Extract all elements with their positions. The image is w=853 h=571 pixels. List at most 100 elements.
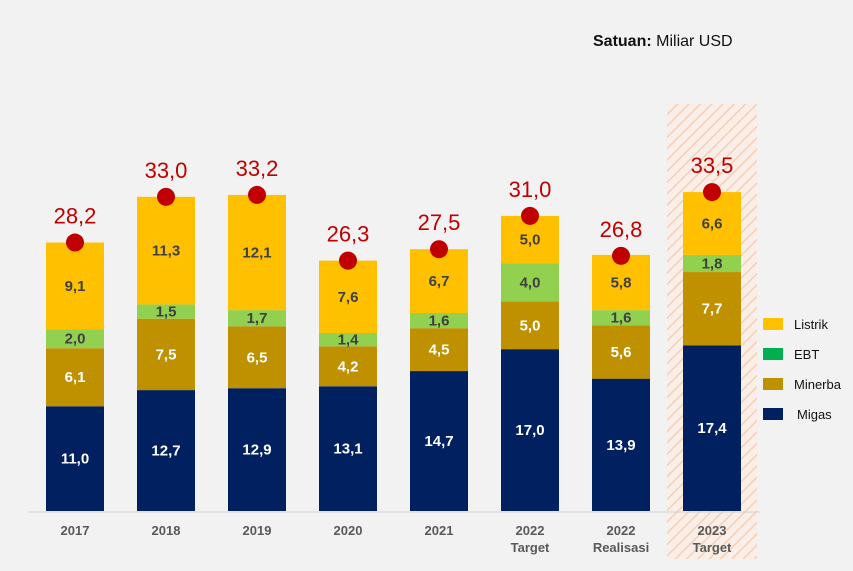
data-label-ebt: 1,7 bbox=[247, 310, 268, 327]
data-label-listrik: 12,1 bbox=[242, 245, 271, 262]
data-label-listrik: 6,6 bbox=[702, 215, 723, 232]
bar-ebt bbox=[319, 332, 377, 347]
data-label-ebt: 1,6 bbox=[611, 310, 632, 327]
bar-minerba bbox=[501, 301, 559, 350]
bar-minerba bbox=[137, 318, 195, 391]
data-label-migas: 11,0 bbox=[61, 451, 89, 468]
unit-note: Satuan: Miliar USD bbox=[593, 33, 733, 51]
data-label-minerba: 6,1 bbox=[65, 369, 86, 386]
total-label: 28,2 bbox=[54, 204, 97, 229]
bar-migas bbox=[592, 378, 650, 511]
bar-listrik bbox=[46, 242, 104, 330]
bar-migas bbox=[683, 345, 741, 511]
data-label-listrik: 9,1 bbox=[65, 278, 86, 295]
total-marker bbox=[339, 251, 357, 270]
data-label-listrik: 6,7 bbox=[429, 273, 450, 290]
data-label-listrik: 7,6 bbox=[338, 289, 359, 306]
bar-migas bbox=[228, 388, 286, 511]
legend-label-minerba: Minerba bbox=[794, 377, 842, 392]
bar-ebt bbox=[501, 263, 559, 302]
data-label-ebt: 1,5 bbox=[156, 304, 177, 321]
bar-listrik bbox=[683, 192, 741, 255]
bar-ebt bbox=[228, 310, 286, 327]
data-label-migas: 12,7 bbox=[151, 443, 180, 460]
x-tick-label: 2021 bbox=[425, 523, 454, 538]
x-tick-label: Target bbox=[693, 540, 732, 555]
data-label-migas: 13,9 bbox=[606, 437, 635, 454]
bar-minerba bbox=[592, 325, 650, 379]
data-label-ebt: 2,0 bbox=[65, 331, 86, 348]
data-label-ebt: 4,0 bbox=[520, 275, 541, 292]
data-label-minerba: 4,5 bbox=[429, 342, 450, 359]
bar-minerba bbox=[228, 326, 286, 389]
x-tick-label: Realisasi bbox=[593, 540, 649, 555]
data-label-listrik: 5,8 bbox=[611, 275, 632, 292]
data-label-listrik: 5,0 bbox=[520, 232, 541, 249]
bar-minerba bbox=[683, 272, 741, 346]
legend-label-listrik: Listrik bbox=[794, 317, 828, 332]
data-label-migas: 13,1 bbox=[333, 441, 362, 458]
data-label-migas: 17,4 bbox=[697, 420, 727, 437]
total-marker bbox=[430, 240, 448, 259]
total-marker bbox=[612, 246, 630, 265]
bar-minerba bbox=[46, 348, 104, 407]
total-label: 31,0 bbox=[509, 177, 552, 202]
data-label-listrik: 11,3 bbox=[152, 243, 180, 260]
bar-listrik bbox=[137, 196, 195, 305]
unit-label: Satuan: bbox=[593, 33, 652, 50]
total-label: 26,3 bbox=[327, 222, 370, 247]
data-label-minerba: 6,5 bbox=[247, 349, 268, 366]
bar-migas bbox=[46, 406, 104, 511]
data-label-minerba: 5,6 bbox=[611, 344, 632, 361]
total-marker bbox=[157, 187, 175, 206]
bar-listrik bbox=[410, 249, 468, 313]
bar-migas bbox=[410, 371, 468, 511]
data-label-minerba: 4,2 bbox=[338, 358, 359, 375]
x-tick-label: Target bbox=[511, 540, 550, 555]
bar-migas bbox=[319, 386, 377, 511]
bar-ebt bbox=[410, 312, 468, 329]
legend-label-ebt: EBT bbox=[794, 347, 819, 362]
total-label: 26,8 bbox=[600, 217, 643, 242]
x-tick-label: 2019 bbox=[243, 523, 272, 538]
bar-ebt bbox=[137, 304, 195, 319]
bar-listrik bbox=[228, 194, 286, 311]
bar-ebt bbox=[592, 310, 650, 326]
legend-swatch-migas bbox=[763, 408, 783, 420]
legend-swatch-listrik bbox=[763, 318, 783, 330]
data-label-minerba: 5,0 bbox=[520, 317, 541, 334]
total-marker bbox=[248, 185, 266, 204]
data-label-migas: 17,0 bbox=[515, 422, 544, 439]
data-label-ebt: 1,8 bbox=[702, 255, 723, 272]
data-label-migas: 14,7 bbox=[424, 433, 453, 450]
data-label-minerba: 7,5 bbox=[156, 346, 177, 363]
bar-ebt bbox=[46, 329, 104, 349]
legend-label-migas: Migas bbox=[797, 407, 832, 422]
data-label-minerba: 7,7 bbox=[702, 301, 723, 318]
total-marker bbox=[703, 183, 721, 202]
total-label: 27,5 bbox=[418, 210, 461, 235]
bar-migas bbox=[137, 390, 195, 511]
bar-migas bbox=[501, 349, 559, 511]
bar-minerba bbox=[410, 328, 468, 372]
data-label-migas: 12,9 bbox=[242, 442, 271, 459]
data-label-ebt: 1,4 bbox=[338, 332, 360, 349]
unit-value: Miliar USD bbox=[656, 33, 733, 50]
data-label-ebt: 1,6 bbox=[429, 313, 450, 330]
total-label: 33,0 bbox=[145, 158, 188, 183]
x-tick-label: 2018 bbox=[152, 523, 181, 538]
x-tick-label: 2023 bbox=[698, 523, 727, 538]
bar-minerba bbox=[319, 346, 377, 387]
x-tick-label: 2017 bbox=[61, 523, 90, 538]
legend-swatch-ebt bbox=[763, 348, 783, 360]
bar-listrik bbox=[319, 260, 377, 333]
legend-swatch-minerba bbox=[763, 378, 783, 390]
x-tick-label: 2022 bbox=[516, 523, 545, 538]
total-label: 33,5 bbox=[691, 153, 734, 178]
x-tick-label: 2022 bbox=[607, 523, 636, 538]
total-marker bbox=[521, 206, 539, 225]
x-tick-label: 2020 bbox=[334, 523, 363, 538]
total-label: 33,2 bbox=[236, 156, 279, 181]
bar-ebt bbox=[683, 254, 741, 273]
